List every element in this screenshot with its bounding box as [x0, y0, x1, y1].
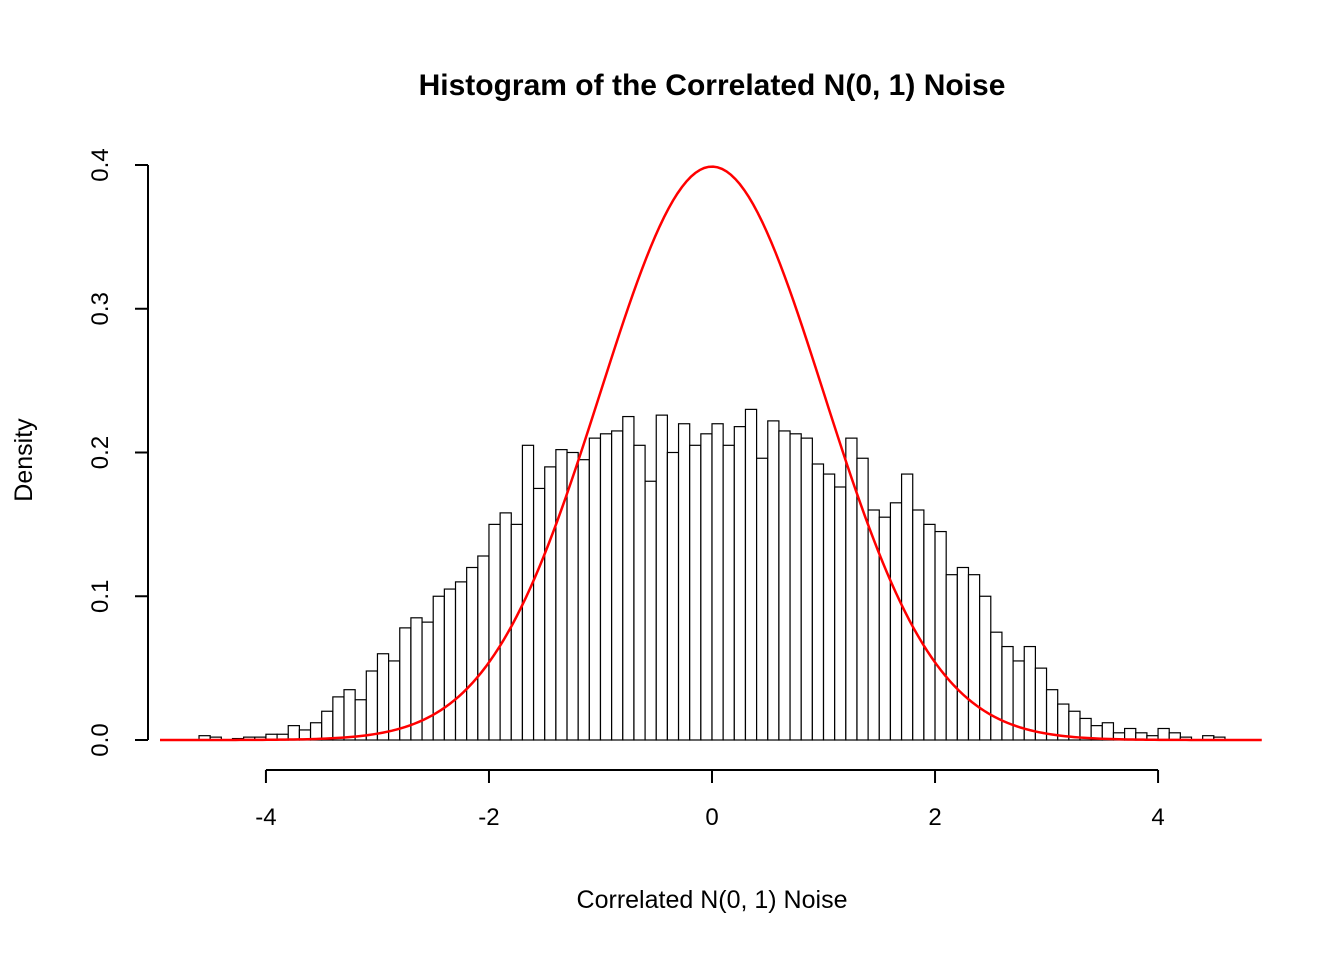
x-tick-label: 2: [928, 804, 941, 831]
histogram-bar: [945, 574, 958, 741]
y-tick-label: 0.0: [87, 723, 114, 756]
histogram-bar: [778, 430, 791, 741]
histogram-bar: [789, 433, 802, 741]
histogram-bar: [421, 621, 434, 741]
histogram-bar: [733, 426, 747, 741]
histogram-bar: [287, 725, 300, 741]
x-axis-label: Correlated N(0, 1) Noise: [577, 886, 848, 914]
x-tick-label: 4: [1151, 804, 1164, 831]
y-tick-label: 0.1: [87, 580, 114, 613]
histogram-bar: [878, 516, 892, 741]
histogram-bar: [599, 433, 613, 741]
histogram-bar: [644, 480, 657, 741]
histogram-bar: [722, 444, 735, 741]
histogram-bar: [934, 530, 947, 741]
histogram-bar: [756, 457, 769, 741]
histogram-bars: [198, 408, 1226, 741]
normal-density-curve-icon: [160, 165, 1262, 742]
histogram-bar: [477, 555, 490, 741]
histogram-bar: [399, 627, 412, 741]
histogram-bar: [309, 722, 323, 741]
histogram-bar: [845, 437, 858, 741]
x-tick-label: -2: [478, 804, 499, 831]
histogram-bar: [956, 566, 970, 741]
histogram-bar: [532, 487, 546, 741]
chart-title: Histogram of the Correlated N(0, 1) Nois…: [419, 69, 1006, 102]
histogram-bar: [555, 449, 568, 741]
histogram-bar: [1101, 722, 1115, 741]
histogram-bar: [990, 631, 1003, 741]
histogram-bar: [1034, 667, 1048, 741]
histogram-bar: [611, 430, 624, 741]
x-axis: -4 -2 0 2 4: [255, 769, 1165, 831]
histogram-bar: [332, 696, 345, 741]
histogram-bar: [666, 451, 680, 741]
histogram-bar: [923, 523, 936, 741]
histogram-bar: [1157, 727, 1170, 741]
histogram-bar: [689, 444, 702, 741]
histogram-bar: [466, 566, 479, 741]
histogram-bar: [354, 699, 367, 741]
histogram-bar: [811, 463, 825, 741]
histogram-bar: [912, 509, 925, 741]
histogram-bar: [499, 512, 512, 741]
histogram-bar: [677, 423, 691, 741]
histogram-bar: [711, 423, 724, 741]
y-axis-label: Density: [10, 418, 38, 502]
histogram-bar: [1001, 645, 1014, 741]
histogram-bar: [443, 588, 457, 741]
histogram-bar: [365, 670, 379, 741]
histogram-bar: [1023, 645, 1036, 741]
x-tick-label: 0: [705, 804, 718, 831]
histogram-bar: [744, 408, 758, 741]
histogram-bar: [588, 437, 602, 741]
histogram-bar: [432, 595, 445, 741]
histogram-bar: [967, 574, 981, 741]
histogram-bar: [454, 581, 468, 741]
histogram-bar: [655, 414, 668, 741]
histogram-bar: [488, 523, 501, 741]
histogram-bar: [822, 473, 836, 741]
histogram-bar: [577, 459, 590, 741]
histogram-bar: [889, 502, 903, 741]
histogram-bar: [622, 415, 635, 741]
histogram-bar: [321, 710, 334, 741]
histogram-bar: [633, 444, 646, 741]
histogram-bar: [544, 466, 557, 741]
histogram-bar: [834, 486, 847, 741]
histogram-bar: [566, 451, 579, 741]
histogram-bar: [376, 653, 390, 741]
histogram-bar: [343, 689, 356, 741]
y-tick-label: 0.2: [87, 436, 114, 469]
x-tick-label: -4: [255, 804, 276, 831]
y-tick-label: 0.3: [87, 292, 114, 325]
y-tick-label: 0.4: [87, 148, 114, 181]
histogram-bar: [1045, 689, 1059, 741]
histogram-bar: [800, 437, 813, 741]
histogram-bar: [767, 420, 780, 741]
y-axis: 0.0 0.1 0.2 0.3 0.4: [87, 148, 149, 757]
histogram-bar: [700, 433, 713, 741]
histogram-bar: [867, 509, 880, 741]
histogram-bar: [510, 523, 524, 741]
histogram-bar: [979, 595, 992, 741]
